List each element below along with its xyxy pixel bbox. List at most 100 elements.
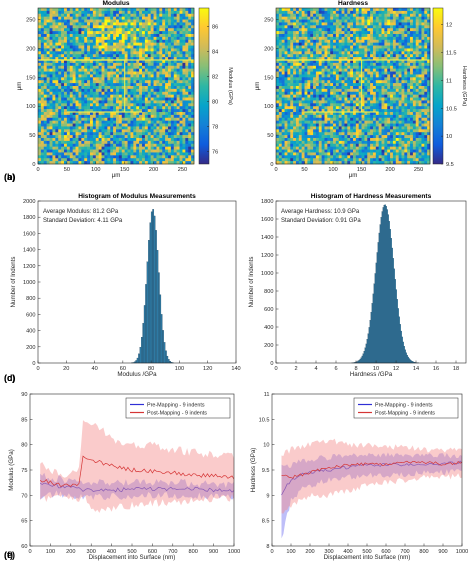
heatmap-cell xyxy=(418,97,422,101)
heatmap-cell xyxy=(168,42,172,46)
heatmap-cell xyxy=(130,146,134,150)
heatmap-cell xyxy=(121,140,125,145)
heatmap-cell xyxy=(46,13,50,17)
heatmap-cell xyxy=(64,100,68,104)
heatmap-cell xyxy=(150,51,154,55)
heatmap-cell xyxy=(133,22,137,26)
heatmap-cell xyxy=(375,36,379,41)
heatmap-cell xyxy=(361,114,365,119)
heatmap-cell xyxy=(281,100,285,104)
heatmap-cell xyxy=(61,45,65,49)
heatmap-cell xyxy=(110,94,114,98)
heatmap-cell xyxy=(78,83,82,87)
heatmap-cell xyxy=(284,34,288,38)
heatmap-cell xyxy=(150,42,154,46)
heatmap-cell xyxy=(372,31,377,35)
heatmap-cell xyxy=(191,71,195,75)
heatmap-cell xyxy=(410,80,414,84)
heatmap-cell xyxy=(58,8,62,12)
heatmap-cell xyxy=(98,71,102,75)
heatmap-cell xyxy=(69,114,73,119)
heatmap-cell xyxy=(66,80,71,84)
heatmap-cell xyxy=(46,74,50,78)
heatmap-cell xyxy=(381,103,385,107)
heatmap-cell xyxy=(46,57,50,61)
colorbar-tick-label: 76 xyxy=(212,150,218,156)
heatmap-cell xyxy=(101,80,105,84)
heatmap-cell xyxy=(142,146,146,150)
heatmap-cell xyxy=(364,36,368,41)
heatmap-cell xyxy=(121,19,125,23)
heatmap-cell xyxy=(139,68,143,72)
heatmap-cell xyxy=(98,42,102,46)
heatmap-cell xyxy=(182,74,186,78)
heatmap-cell xyxy=(173,126,177,130)
heatmap-cell xyxy=(281,60,285,64)
heatmap-cell xyxy=(188,22,192,26)
heatmap-cell xyxy=(327,74,331,78)
heatmap-cell xyxy=(72,126,76,130)
heatmap-cell xyxy=(64,80,68,84)
heatmap-cell xyxy=(159,120,163,124)
heatmap-cell xyxy=(81,19,85,23)
heatmap-cell xyxy=(98,140,102,145)
heatmap-cell xyxy=(313,86,317,90)
heatmap-cell xyxy=(118,36,123,41)
heatmap-cell xyxy=(52,45,56,49)
heatmap-cell xyxy=(338,77,342,81)
heatmap-cell xyxy=(170,149,175,153)
heatmap-cell xyxy=(364,91,368,95)
heatmap-cell xyxy=(92,123,97,127)
heatmap-cell xyxy=(159,112,163,116)
heatmap-cell xyxy=(127,94,131,98)
heatmap-cell xyxy=(315,68,320,72)
heatmap-cell xyxy=(295,112,300,116)
heatmap-cell xyxy=(75,114,79,119)
heatmap-cell xyxy=(276,65,280,69)
heatmap-cell xyxy=(290,13,294,17)
heatmap-cell xyxy=(101,132,105,136)
heatmap-cell xyxy=(310,25,314,29)
heatmap-cell xyxy=(156,80,160,84)
heatmap-cell xyxy=(64,51,68,55)
heatmap-cell xyxy=(333,68,337,72)
heatmap-cell xyxy=(144,94,149,98)
heatmap-cell xyxy=(40,83,45,87)
heatmap-cell xyxy=(170,103,175,107)
heatmap-cell xyxy=(333,57,337,61)
heatmap-cell xyxy=(90,65,94,69)
heatmap-cell xyxy=(52,143,56,147)
heatmap-cell xyxy=(315,54,320,58)
heatmap-cell xyxy=(46,16,50,20)
heatmap-cell xyxy=(338,22,342,26)
heatmap-cell xyxy=(107,25,111,29)
heatmap-cell xyxy=(384,80,388,84)
heatmap-cell xyxy=(75,34,79,38)
heatmap-cell xyxy=(284,13,288,17)
heatmap-cell xyxy=(49,112,53,116)
heatmap-cell xyxy=(421,97,425,101)
heatmap-cell xyxy=(330,16,334,20)
heatmap-cell xyxy=(55,45,59,49)
heatmap-cell xyxy=(355,25,360,29)
heatmap-cell xyxy=(185,60,189,64)
heatmap-cell xyxy=(127,126,131,130)
heatmap-cell xyxy=(156,48,160,52)
heatmap-cell xyxy=(66,120,71,124)
heatmap-cell xyxy=(421,13,425,17)
heatmap-cell xyxy=(43,152,47,156)
heatmap-cell xyxy=(295,25,300,29)
heatmap-cell xyxy=(290,54,294,58)
heatmap-cell xyxy=(124,140,128,145)
heatmap-cell xyxy=(147,143,151,147)
heatmap-cell xyxy=(370,100,374,104)
heatmap-cell xyxy=(327,94,331,98)
heatmap-cell xyxy=(278,19,283,23)
heatmap-cell xyxy=(81,13,85,17)
heatmap-cell xyxy=(38,54,42,58)
heatmap-cell xyxy=(404,83,408,87)
heatmap-cell xyxy=(361,106,365,110)
heatmap-cell xyxy=(315,97,320,101)
heatmap-cell xyxy=(358,94,362,98)
heatmap-cell xyxy=(361,86,365,90)
